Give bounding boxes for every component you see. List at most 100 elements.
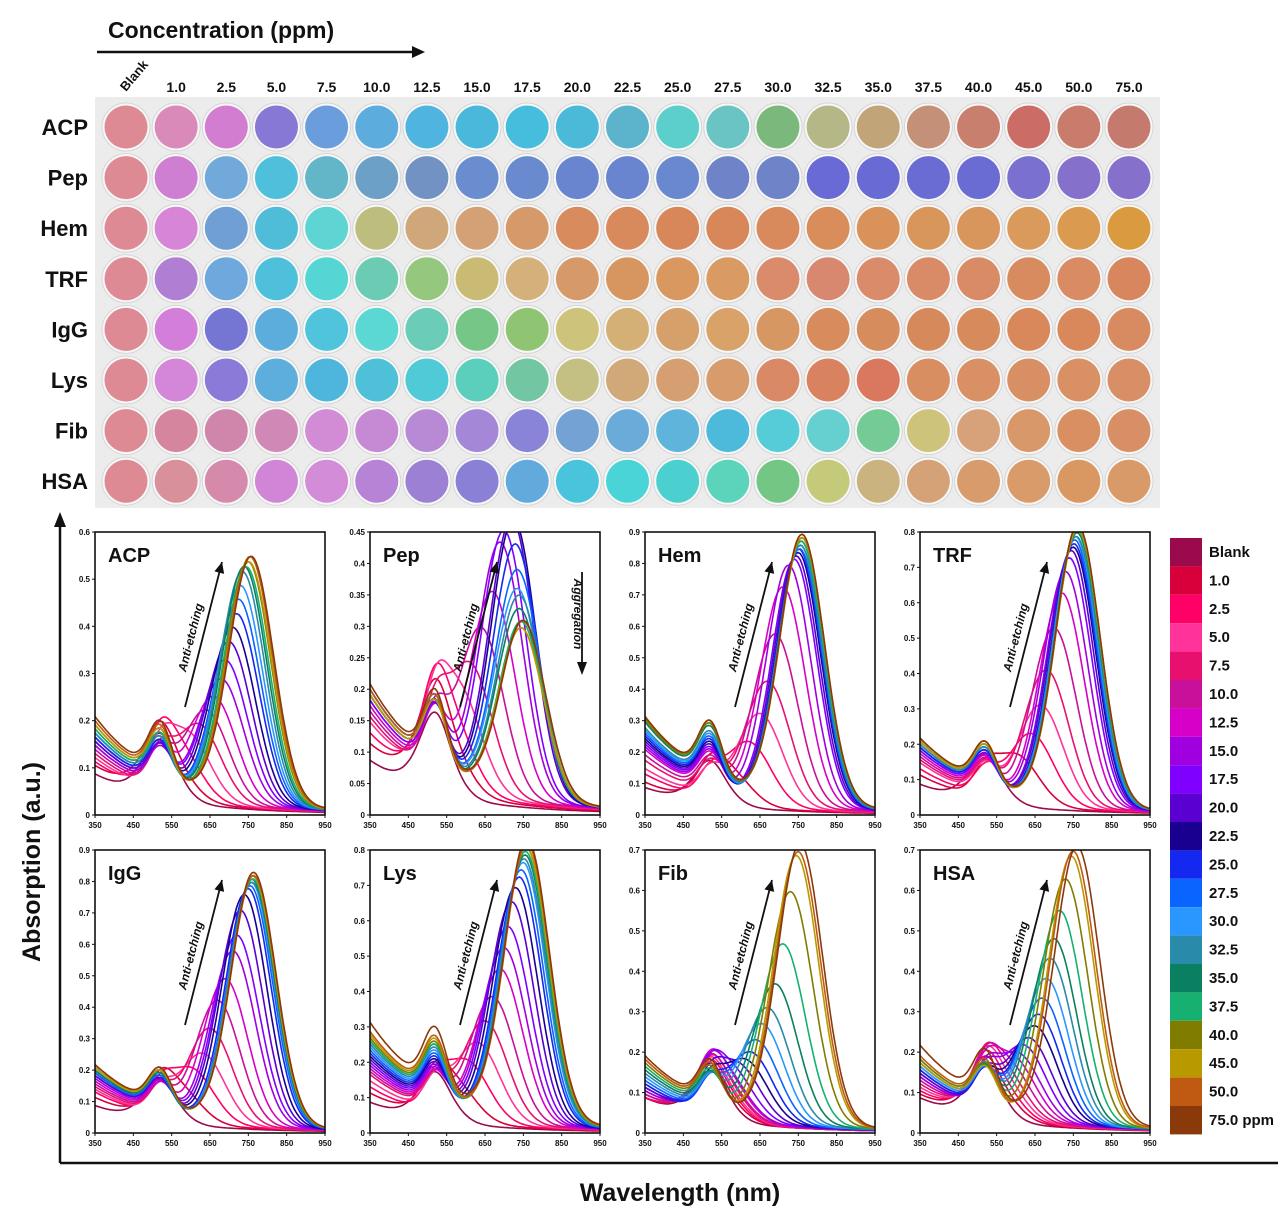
well [1007, 257, 1051, 301]
y-tick-label: 0.1 [79, 764, 91, 773]
spectrum-panel: 0 0.1 0.2 0.3 0.4 0.5 0.6 350 450 550 650 750 850 950… [79, 528, 332, 830]
curves [95, 871, 325, 1132]
well [756, 257, 800, 301]
y-tick-label: 0.6 [79, 940, 91, 949]
conc-label: 20.0 [564, 79, 591, 95]
y-tick-label: 0.6 [354, 917, 366, 926]
well [305, 206, 349, 250]
well [906, 105, 950, 149]
y-tick-label: 0.3 [629, 717, 641, 726]
well [656, 409, 700, 453]
y-tick-label: 0.25 [349, 654, 365, 663]
x-tick-label: 550 [165, 821, 179, 830]
anti-etching-label: Anti-etching [450, 919, 481, 992]
well [1007, 409, 1051, 453]
y-tick-label: 0.4 [354, 559, 366, 568]
x-tick-label: 950 [1143, 821, 1157, 830]
curves [370, 532, 600, 813]
well [204, 105, 248, 149]
legend-label: 5.0 [1209, 629, 1230, 646]
legend-label: 10.0 [1209, 686, 1238, 703]
y-tick-label: 0.5 [79, 972, 91, 981]
spectrum-curve [645, 548, 875, 810]
spectrum-curve [370, 626, 600, 810]
well [405, 105, 449, 149]
y-tick-label: 0.8 [904, 528, 916, 537]
spectrum-panel: 0 0.1 0.2 0.3 0.4 0.5 0.6 0.7 0.8 0.9 350 450 550 650… [629, 528, 882, 830]
y-tick-label: 0.2 [904, 1048, 916, 1057]
legend-label: 17.5 [1209, 771, 1238, 788]
anti-etching-label: Anti-etching [175, 919, 206, 992]
well [204, 257, 248, 301]
row-label: Pep [48, 166, 88, 191]
well [104, 257, 148, 301]
y-tick-label: 0.8 [354, 846, 366, 855]
spectrum-curve [920, 591, 1150, 812]
well [957, 307, 1001, 351]
x-tick-label: 350 [913, 821, 927, 830]
x-tick-label: 350 [638, 821, 652, 830]
well [104, 409, 148, 453]
y-tick-label: 0 [911, 1129, 916, 1138]
x-tick-label: 750 [517, 1139, 531, 1148]
well [1057, 105, 1101, 149]
legend-swatch [1170, 907, 1202, 936]
well [405, 206, 449, 250]
conc-label: 22.5 [614, 79, 641, 95]
x-tick-label: 850 [280, 1139, 294, 1148]
well [1007, 307, 1051, 351]
x-tick-label: 950 [593, 821, 607, 830]
well [606, 105, 649, 149]
well [254, 409, 298, 453]
well [1107, 156, 1151, 200]
legend-label: 45.0 [1209, 1055, 1238, 1072]
legend-label: 2.5 [1209, 601, 1230, 618]
y-tick-label: 0.5 [904, 927, 916, 936]
well [455, 257, 499, 301]
x-tick-label: 350 [88, 821, 102, 830]
y-tick-label: 0.6 [904, 599, 916, 608]
spectrum-curve [645, 633, 875, 812]
well [405, 307, 449, 351]
well [1107, 105, 1151, 149]
y-tick-label: 0.3 [79, 670, 91, 679]
x-tick-label: 650 [478, 821, 492, 830]
well [555, 409, 599, 453]
well [555, 358, 599, 402]
spectrum-panel: 0 0.1 0.2 0.3 0.4 0.5 0.6 0.7 350 450 550 650 750 850… [629, 846, 882, 1148]
x-tick-label: 850 [1105, 821, 1119, 830]
well [1007, 358, 1051, 402]
anti-etching-label: Anti-etching [175, 601, 206, 674]
panel-title: ACP [108, 545, 150, 567]
well [154, 156, 198, 200]
well [1007, 105, 1051, 149]
y-tick-label: 0.1 [79, 1098, 91, 1107]
panel-title: Pep [383, 545, 420, 567]
well [806, 409, 850, 453]
conc-label: 27.5 [714, 79, 741, 95]
panel-title: Hem [658, 545, 701, 567]
spectrum-curve [645, 942, 875, 1130]
legend-swatch [1170, 708, 1202, 737]
conc-label: 7.5 [317, 79, 337, 95]
well [1107, 206, 1151, 250]
y-tick-label: 0.05 [349, 780, 365, 789]
spectrum-curve [370, 590, 600, 809]
legend-swatch [1170, 935, 1202, 964]
spectrum-curve [645, 850, 875, 1129]
x-tick-label: 350 [363, 821, 377, 830]
y-tick-label: 0.9 [79, 846, 91, 855]
spectrum-curve [95, 871, 325, 1128]
well [104, 105, 148, 149]
conc-label: 45.0 [1015, 79, 1042, 95]
well [1007, 156, 1051, 200]
well [856, 257, 900, 301]
anti-etching-label: Anti-etching [1000, 919, 1031, 992]
legend-label: 40.0 [1209, 1027, 1238, 1044]
y-tick-label: 0.4 [79, 622, 91, 631]
well [906, 206, 950, 250]
well [806, 459, 850, 503]
x-tick-label: 950 [593, 1139, 607, 1148]
legend-label: 35.0 [1209, 970, 1238, 987]
y-tick-label: 0.9 [629, 528, 641, 537]
